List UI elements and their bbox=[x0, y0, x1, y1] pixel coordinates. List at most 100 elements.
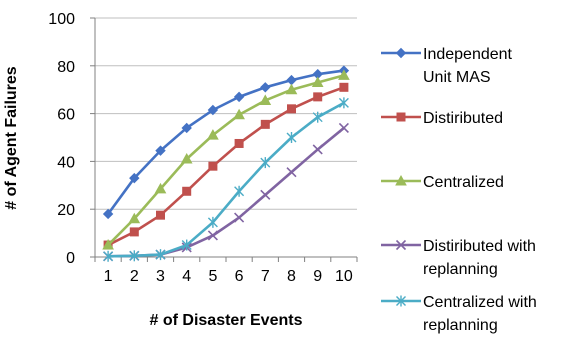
x-tick-label: 5 bbox=[208, 268, 217, 285]
data-point bbox=[234, 138, 244, 148]
legend-entry-1: Independent Unit MAS bbox=[381, 46, 513, 86]
data-point bbox=[207, 230, 218, 241]
series-group bbox=[102, 65, 350, 262]
data-point bbox=[338, 97, 349, 109]
data-point bbox=[154, 182, 167, 194]
marker-stroke bbox=[207, 230, 218, 241]
legend-marker bbox=[396, 295, 406, 307]
x-axis-label: # of Disaster Events bbox=[150, 312, 303, 329]
data-point bbox=[102, 208, 114, 220]
x-tick-label: 1 bbox=[104, 268, 113, 285]
legend-marker bbox=[395, 174, 407, 186]
data-point bbox=[234, 185, 245, 197]
marker-stroke bbox=[286, 167, 297, 178]
y-tick-label: 40 bbox=[57, 154, 75, 171]
marker-stroke bbox=[338, 122, 349, 134]
data-point bbox=[286, 74, 297, 86]
series-line bbox=[107, 86, 345, 247]
legend-entry-2: Distiributed bbox=[381, 110, 503, 127]
legend-label-line: Centralized with bbox=[423, 294, 537, 311]
legend-label-line: Distiributed with bbox=[423, 238, 536, 255]
y-tick-label: 80 bbox=[57, 59, 75, 76]
x-tick-label: 2 bbox=[130, 268, 139, 285]
legend-marker bbox=[396, 112, 406, 122]
data-point bbox=[129, 250, 140, 262]
data-point bbox=[208, 161, 218, 171]
y-tick-label: 60 bbox=[57, 107, 75, 124]
data-point bbox=[129, 227, 139, 237]
x-tick-label: 8 bbox=[287, 268, 296, 285]
data-point bbox=[312, 144, 323, 155]
data-point bbox=[128, 212, 141, 224]
grid bbox=[95, 17, 357, 210]
data-point bbox=[286, 167, 297, 178]
legend-label-line: replanning bbox=[423, 261, 498, 278]
data-point bbox=[156, 210, 165, 220]
data-point bbox=[103, 250, 114, 262]
data-point bbox=[312, 111, 323, 123]
x-tick-label: 7 bbox=[261, 268, 270, 285]
legend-label: Distiributed bbox=[423, 110, 503, 127]
data-point bbox=[182, 186, 192, 196]
x-tick-label: 6 bbox=[235, 268, 244, 285]
legend-label-line: replanning bbox=[423, 317, 498, 334]
legend-entry-3: Centralized bbox=[381, 174, 504, 191]
legend-label-line: Centralized bbox=[423, 174, 504, 191]
data-point bbox=[207, 129, 219, 140]
x-tick-labels: 1 2 3 4 5 6 7 8 9 10 bbox=[104, 268, 353, 285]
axes bbox=[90, 17, 358, 262]
legend-label-line: Distiributed bbox=[423, 110, 503, 127]
series-2 bbox=[103, 82, 349, 250]
data-point bbox=[260, 189, 271, 200]
data-point bbox=[207, 216, 218, 228]
series-line bbox=[108, 101, 345, 258]
x-tick-label: 4 bbox=[182, 268, 191, 285]
marker-stroke bbox=[260, 189, 271, 200]
y-tick-label: 20 bbox=[57, 202, 75, 219]
data-point bbox=[286, 132, 297, 143]
data-point bbox=[233, 108, 245, 120]
data-point bbox=[311, 76, 324, 88]
x-tick-label: 9 bbox=[313, 268, 322, 285]
data-point bbox=[285, 83, 298, 95]
x-tick-label: 10 bbox=[335, 268, 353, 285]
series-line bbox=[108, 126, 345, 258]
marker-stroke bbox=[234, 212, 245, 223]
data-point bbox=[155, 249, 166, 261]
data-point bbox=[260, 82, 271, 93]
data-point bbox=[313, 92, 323, 102]
x-tick-label: 3 bbox=[156, 268, 165, 285]
series-line bbox=[107, 74, 345, 246]
series-1 bbox=[102, 65, 350, 220]
series-3 bbox=[102, 69, 350, 250]
data-point bbox=[338, 122, 349, 134]
y-tick-labels: 0 20 40 60 80 100 bbox=[48, 11, 75, 267]
legend-entry-4: Distiributed with replanning bbox=[381, 238, 536, 278]
y-tick-label: 100 bbox=[48, 11, 75, 28]
data-point bbox=[181, 122, 192, 134]
legend: Independent Unit MAS Distiributed Centraliz… bbox=[381, 46, 537, 334]
data-point bbox=[338, 69, 350, 80]
legend-entry-5: Centralized with replanning bbox=[381, 294, 537, 334]
data-point bbox=[339, 82, 349, 92]
data-point bbox=[259, 94, 272, 105]
data-point bbox=[234, 212, 245, 223]
data-point bbox=[180, 152, 193, 164]
legend-label-line: Independent bbox=[423, 46, 513, 63]
data-point bbox=[260, 119, 270, 129]
series-line bbox=[107, 69, 345, 215]
data-point bbox=[155, 145, 166, 156]
series-5 bbox=[103, 97, 349, 262]
legend-label: Independent Unit MAS bbox=[423, 46, 513, 86]
legend-label: Distiributed with replanning bbox=[423, 238, 536, 278]
data-point bbox=[287, 104, 296, 114]
data-point bbox=[207, 104, 219, 116]
y-tick-label: 0 bbox=[66, 250, 75, 267]
y-axis-label: # of Agent Failures bbox=[3, 66, 20, 210]
legend-label-line: Unit MAS bbox=[423, 69, 491, 86]
marker-stroke bbox=[395, 239, 407, 251]
legend-label: Centralized bbox=[423, 174, 504, 191]
legend-marker bbox=[395, 239, 407, 251]
legend-label: Centralized with replanning bbox=[423, 294, 537, 334]
